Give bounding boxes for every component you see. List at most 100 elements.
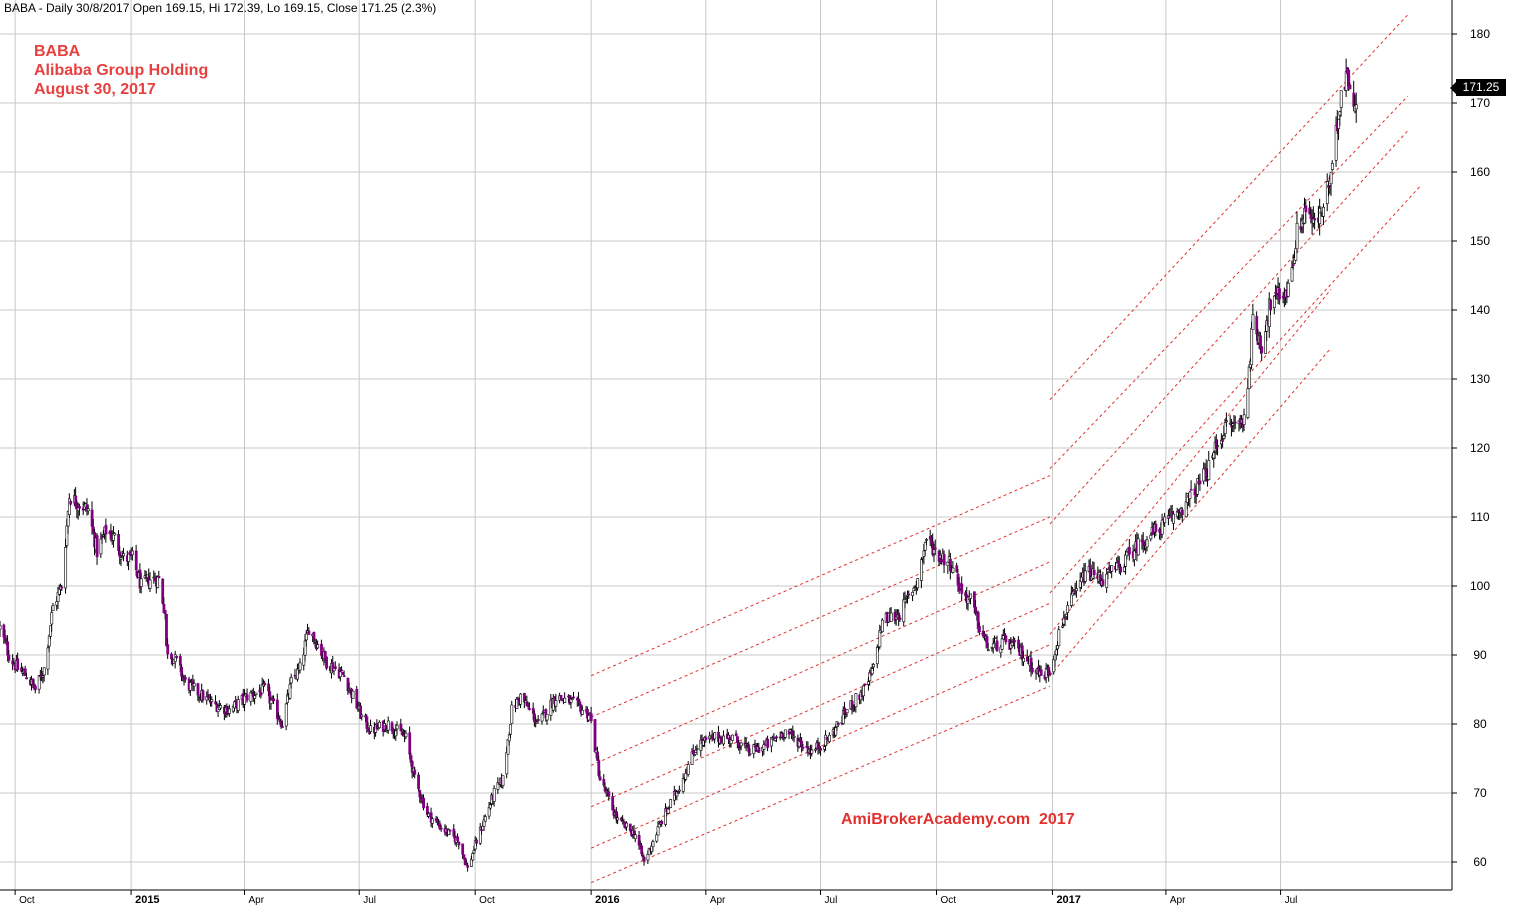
candle-down [1030, 668, 1034, 673]
candle-down [325, 656, 328, 669]
candle-down [33, 685, 37, 690]
candle-down [572, 696, 575, 699]
x-tick-label: Oct [19, 895, 35, 906]
candle-down [1092, 569, 1096, 576]
candle-up [1223, 422, 1227, 434]
candle-down [342, 675, 346, 677]
candle-up [1070, 593, 1073, 606]
channel-line [590, 685, 1051, 884]
candle-up [1354, 104, 1358, 110]
candle-up [113, 533, 117, 536]
candle-up [210, 699, 214, 702]
y-tick-label: 140 [1470, 303, 1490, 317]
candle-down [1004, 635, 1008, 643]
y-tick-label: 160 [1470, 165, 1490, 179]
candle-up [471, 853, 475, 861]
candle-up [739, 742, 743, 747]
candle-up [570, 698, 574, 700]
candle-down [178, 656, 182, 666]
candle-down [704, 737, 708, 741]
candle-up [563, 697, 567, 703]
candle-up [862, 685, 865, 697]
candle-down [117, 534, 120, 551]
candle-up [99, 538, 103, 555]
candle-up [762, 744, 766, 750]
candle-up [666, 808, 670, 814]
candle-down [1233, 421, 1237, 424]
candle-down [161, 578, 165, 604]
candle-down [1180, 509, 1184, 516]
candle-up [42, 667, 46, 676]
candle-up [1286, 282, 1290, 297]
candle-up [269, 699, 273, 704]
candle-down [1048, 672, 1052, 675]
candle-up [369, 725, 373, 732]
channel-line [1049, 347, 1332, 677]
candle-up [1057, 629, 1061, 647]
candle-down [78, 506, 81, 509]
candle-down [23, 668, 27, 677]
candle-up [986, 649, 990, 652]
candle-up [478, 826, 482, 844]
candle-up [1339, 90, 1343, 108]
candle-up [923, 542, 927, 551]
watermark: AmiBrokerAcademy.com 2017 [841, 811, 1075, 828]
y-tick-label: 170 [1470, 96, 1490, 110]
candle-up [669, 799, 673, 808]
candle-up [431, 818, 434, 824]
candle-up [303, 640, 307, 656]
candle-up [1149, 534, 1153, 540]
candle-up [693, 754, 696, 756]
x-tick-label: Jul [825, 895, 838, 906]
candle-down [642, 856, 646, 862]
candle-down [1348, 84, 1352, 90]
y-tick-label: 80 [1473, 717, 1487, 731]
candle-up [505, 752, 509, 775]
candle-down [757, 747, 761, 753]
candle-up [127, 553, 131, 562]
candle-up [1145, 539, 1149, 548]
candle-down [245, 694, 249, 701]
candle-up [722, 735, 725, 745]
candle-down [25, 677, 28, 680]
candle-up [304, 633, 308, 641]
candle-up [1188, 491, 1192, 500]
candle-down [734, 733, 738, 737]
candle-up [119, 557, 123, 560]
candle-down [1304, 205, 1308, 213]
candle-up [192, 683, 196, 687]
x-tick-label: Apr [249, 895, 265, 906]
candle-down [955, 565, 959, 573]
channel-line [1049, 130, 1409, 525]
candle-down [942, 554, 946, 566]
chart-date-label: August 30, 2017 [34, 81, 156, 98]
channel-line [1049, 14, 1409, 401]
candle-up [1105, 573, 1109, 588]
chart-header: BABA - Daily 30/8/2017 Open 169.15, Hi 1… [4, 1, 437, 15]
candle-up [122, 553, 126, 557]
candle-up [1022, 657, 1025, 663]
candle-down [1154, 523, 1158, 532]
candle-up [236, 699, 240, 711]
candle-down [281, 726, 284, 728]
candle-up [536, 719, 540, 721]
candle-down [1039, 669, 1043, 676]
candle-down [340, 669, 344, 672]
candle-up [916, 578, 920, 589]
candle-down [985, 636, 989, 649]
candle-down [293, 675, 297, 677]
candle-down [528, 708, 531, 710]
candle-up [1329, 171, 1333, 185]
candle-down [163, 609, 167, 615]
candle-down [978, 626, 981, 633]
candle-up [139, 578, 143, 587]
candle-up [845, 709, 849, 714]
candle-up [587, 715, 591, 721]
candle-down [819, 748, 823, 751]
candle-up [253, 695, 257, 699]
x-tick-label: 2016 [595, 894, 619, 906]
candle-down [60, 586, 64, 589]
candle-down [660, 820, 664, 825]
regression-channels [590, 14, 1421, 884]
candle-up [854, 693, 858, 708]
